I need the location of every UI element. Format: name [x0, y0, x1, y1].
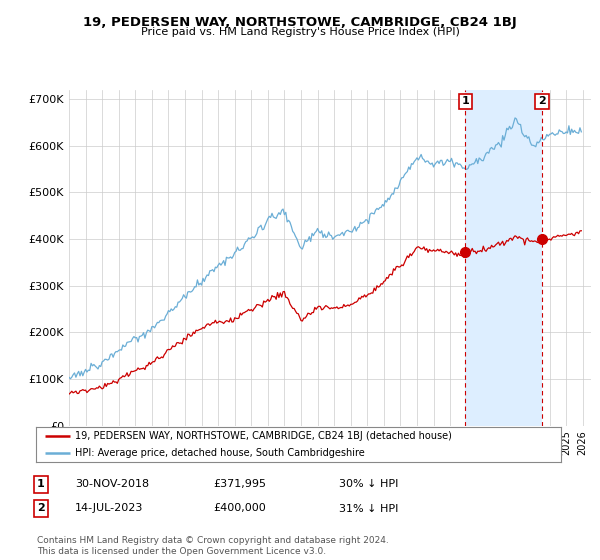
- Bar: [466, 90, 542, 426]
- Text: HPI: Average price, detached house, South Cambridgeshire: HPI: Average price, detached house, Sout…: [76, 449, 365, 458]
- Text: 2: 2: [538, 96, 546, 106]
- Text: 1: 1: [461, 96, 469, 106]
- Text: 19, PEDERSEN WAY, NORTHSTOWE, CAMBRIDGE, CB24 1BJ: 19, PEDERSEN WAY, NORTHSTOWE, CAMBRIDGE,…: [83, 16, 517, 29]
- Text: Contains HM Land Registry data © Crown copyright and database right 2024.
This d: Contains HM Land Registry data © Crown c…: [37, 536, 389, 556]
- Text: 2: 2: [37, 503, 44, 514]
- Text: £371,995: £371,995: [213, 479, 266, 489]
- Text: 14-JUL-2023: 14-JUL-2023: [75, 503, 143, 514]
- Text: 30-NOV-2018: 30-NOV-2018: [75, 479, 149, 489]
- Text: 30% ↓ HPI: 30% ↓ HPI: [339, 479, 398, 489]
- Text: 19, PEDERSEN WAY, NORTHSTOWE, CAMBRIDGE, CB24 1BJ (detached house): 19, PEDERSEN WAY, NORTHSTOWE, CAMBRIDGE,…: [76, 431, 452, 441]
- Text: £400,000: £400,000: [213, 503, 266, 514]
- Text: 31% ↓ HPI: 31% ↓ HPI: [339, 503, 398, 514]
- Text: Price paid vs. HM Land Registry's House Price Index (HPI): Price paid vs. HM Land Registry's House …: [140, 27, 460, 37]
- Text: 1: 1: [37, 479, 44, 489]
